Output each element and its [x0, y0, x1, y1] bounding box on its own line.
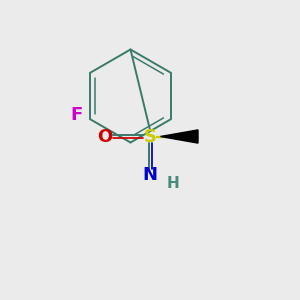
Polygon shape — [160, 130, 198, 143]
Text: N: N — [142, 167, 158, 184]
Text: H: H — [166, 176, 179, 190]
Text: S: S — [143, 128, 157, 146]
Text: O: O — [98, 128, 112, 146]
Text: F: F — [70, 106, 83, 124]
